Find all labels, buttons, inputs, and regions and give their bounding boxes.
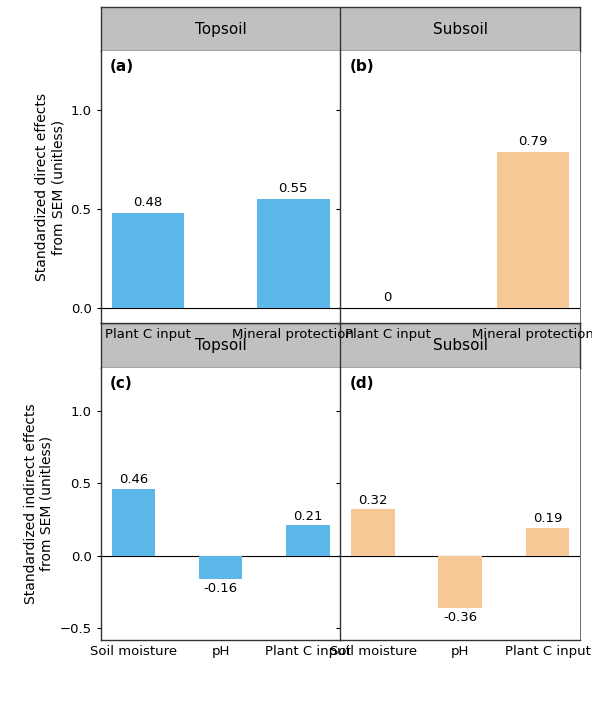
Text: (d): (d) xyxy=(350,376,375,391)
Y-axis label: Standardized direct effects
from SEM (unitless): Standardized direct effects from SEM (un… xyxy=(35,93,65,281)
Text: (c): (c) xyxy=(110,376,133,391)
Text: (a): (a) xyxy=(110,60,134,75)
Text: 0.32: 0.32 xyxy=(358,494,388,507)
Bar xyxy=(111,213,184,308)
Bar xyxy=(439,556,482,608)
Text: 0: 0 xyxy=(384,290,392,304)
Text: 0.48: 0.48 xyxy=(133,196,162,209)
Bar xyxy=(199,556,242,579)
Bar xyxy=(497,152,570,308)
Text: Topsoil: Topsoil xyxy=(195,22,246,37)
Text: 0.46: 0.46 xyxy=(119,473,148,486)
Bar xyxy=(111,489,155,556)
Text: 0.21: 0.21 xyxy=(293,510,323,522)
Bar xyxy=(286,525,330,556)
Text: Subsoil: Subsoil xyxy=(433,22,488,37)
Text: 0.55: 0.55 xyxy=(278,182,308,195)
Text: Subsoil: Subsoil xyxy=(433,338,488,353)
Text: (b): (b) xyxy=(350,60,375,75)
Text: -0.36: -0.36 xyxy=(443,611,477,624)
Text: Topsoil: Topsoil xyxy=(195,338,246,353)
Text: 0.19: 0.19 xyxy=(533,512,562,525)
Bar xyxy=(526,528,570,556)
Bar xyxy=(257,199,330,308)
Text: -0.16: -0.16 xyxy=(204,582,237,595)
Text: 0.79: 0.79 xyxy=(518,135,548,148)
Y-axis label: Standardized indirect effects
from SEM (unitless): Standardized indirect effects from SEM (… xyxy=(24,404,54,604)
Bar xyxy=(351,510,395,556)
